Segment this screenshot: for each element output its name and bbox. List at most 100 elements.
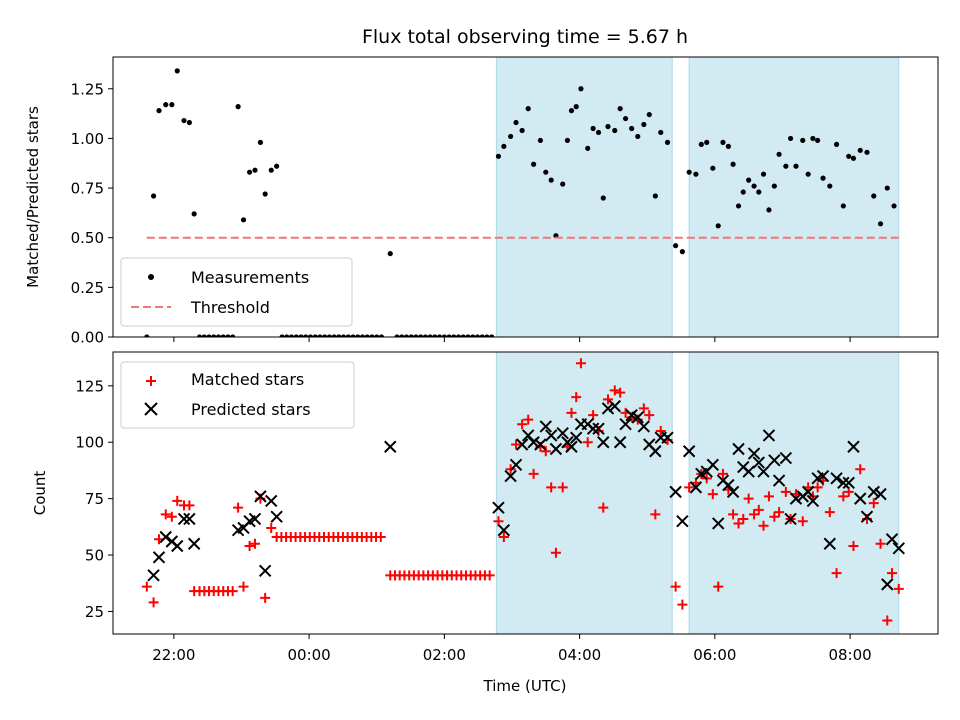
bottom-legend: Matched stars Predicted stars <box>120 361 355 429</box>
point-predicted-stars <box>806 494 820 508</box>
bottom-y-tick-label: 25 <box>85 603 104 621</box>
top-y-tick-label: 0.00 <box>71 329 104 347</box>
point-matched-stars <box>713 581 724 592</box>
point-matched-stars <box>893 583 904 594</box>
point-matched-stars <box>875 538 886 549</box>
point-predicted-stars <box>649 445 662 458</box>
point-measurements <box>629 125 635 132</box>
point-measurements <box>359 334 366 337</box>
point-matched-stars <box>743 493 754 504</box>
point-predicted-stars <box>265 494 278 508</box>
point-matched-stars <box>141 581 152 592</box>
point-measurements <box>326 334 332 337</box>
point-predicted-stars <box>768 454 781 467</box>
point-measurements <box>564 137 571 144</box>
point-predicted-stars <box>565 440 578 453</box>
point-matched-stars <box>528 468 539 479</box>
point-measurements <box>751 183 757 189</box>
point-matched-stars <box>855 464 866 475</box>
point-predicted-stars <box>258 564 272 578</box>
point-measurements <box>378 334 385 337</box>
point-predicted-stars <box>270 510 283 523</box>
point-measurements <box>519 127 525 134</box>
point-predicted-stars <box>867 485 880 499</box>
point-matched-stars <box>227 586 238 597</box>
point-measurements <box>484 334 490 337</box>
x-tick-label: 00:00 <box>287 646 330 664</box>
point-predicted-stars <box>854 492 867 505</box>
point-matched-stars <box>838 491 849 502</box>
point-measurements <box>293 334 299 337</box>
point-measurements <box>422 334 429 337</box>
x-tick-label: 02:00 <box>423 646 466 664</box>
point-predicted-stars <box>747 447 761 460</box>
point-matched-stars <box>774 507 785 518</box>
point-predicted-stars <box>504 469 517 483</box>
top-y-axis: 0.00 0.25 0.50 0.75 1.00 1.25 <box>71 80 113 347</box>
point-measurements <box>191 211 197 217</box>
point-matched-stars <box>238 581 249 592</box>
point-matched-stars <box>797 516 808 527</box>
point-predicted-stars <box>669 485 682 499</box>
point-measurements <box>355 334 361 337</box>
point-predicted-stars <box>597 436 610 449</box>
point-matched-stars <box>511 439 522 450</box>
chart-title: Flux total observing time = 5.67 h <box>362 26 688 48</box>
point-matched-stars <box>677 599 688 610</box>
point-measurements <box>150 193 157 199</box>
point-measurements <box>679 249 685 255</box>
point-matched-stars <box>824 507 835 518</box>
point-measurements <box>387 250 393 257</box>
point-measurements <box>641 121 647 128</box>
point-matched-stars <box>644 410 655 421</box>
point-measurements <box>144 334 150 337</box>
point-measurements <box>864 149 870 155</box>
point-measurements <box>495 153 502 159</box>
point-measurements <box>489 334 495 337</box>
point-measurements <box>252 167 258 173</box>
top-series-layer <box>144 68 899 337</box>
bottom-series-layer <box>141 358 905 626</box>
point-measurements <box>336 334 342 337</box>
point-measurements <box>307 334 314 337</box>
bottom-shaded-intervals <box>495 352 900 634</box>
point-measurements <box>399 334 405 337</box>
point-measurements <box>331 334 337 337</box>
point-predicted-stars <box>830 472 843 485</box>
point-measurements <box>460 334 466 337</box>
point-measurements <box>230 334 236 337</box>
point-measurements <box>698 141 704 147</box>
point-measurements <box>418 334 424 337</box>
point-matched-stars <box>517 419 528 430</box>
bottom-y-tick-label: 100 <box>75 434 104 452</box>
point-measurements <box>235 104 241 110</box>
bottom-x-axis: 22:00 00:00 02:00 04:00 06:00 08:00 <box>152 634 872 664</box>
point-matched-stars <box>638 403 649 414</box>
point-predicted-stars <box>492 501 505 514</box>
point-predicted-stars <box>706 458 720 472</box>
point-matched-stars <box>598 502 609 513</box>
point-matched-stars <box>655 425 666 436</box>
point-matched-stars <box>684 482 695 493</box>
legend-label-measurements: Measurements <box>191 268 309 287</box>
point-measurements <box>537 137 543 144</box>
point-measurements <box>525 106 531 112</box>
top-y-tick-label: 0.25 <box>71 279 104 297</box>
point-measurements <box>585 145 591 151</box>
legend-label-matched: Matched stars <box>191 370 304 389</box>
point-predicted-stars <box>757 465 770 478</box>
point-measurements <box>317 334 323 337</box>
point-measurements <box>735 203 742 209</box>
point-matched-stars <box>882 615 893 626</box>
bottom-panel: 25 50 75 100 125 22:00 00:00 02:00 04:00 06:00 08… <box>31 351 939 695</box>
point-matched-stars <box>523 414 534 425</box>
point-measurements <box>257 139 264 145</box>
point-measurements <box>590 125 596 132</box>
point-measurements <box>715 223 721 229</box>
point-measurements <box>413 334 419 337</box>
point-measurements <box>833 141 840 147</box>
legend-label-threshold: Threshold <box>190 298 270 317</box>
point-measurements <box>693 171 699 177</box>
point-measurements <box>600 195 606 201</box>
point-measurements <box>756 189 762 195</box>
